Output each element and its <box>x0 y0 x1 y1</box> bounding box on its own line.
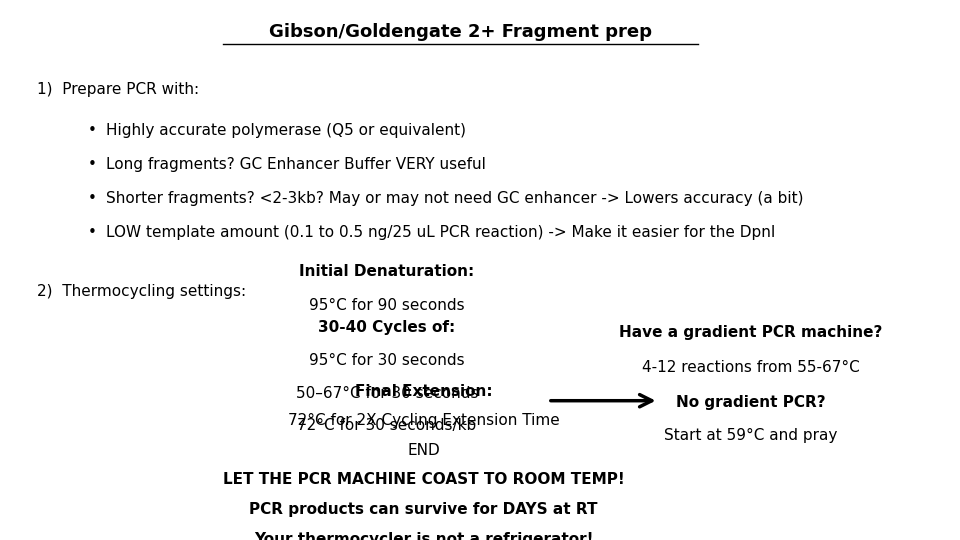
Text: Shorter fragments? <2-3kb? May or may not need GC enhancer -> Lowers accuracy (a: Shorter fragments? <2-3kb? May or may no… <box>106 191 804 206</box>
Text: 2)  Thermocycling settings:: 2) Thermocycling settings: <box>36 284 246 299</box>
Text: 4-12 reactions from 55-67°C: 4-12 reactions from 55-67°C <box>641 360 859 375</box>
Text: Gibson/Goldengate 2+ Fragment prep: Gibson/Goldengate 2+ Fragment prep <box>269 23 652 40</box>
Text: 95°C for 90 seconds: 95°C for 90 seconds <box>309 298 465 313</box>
Text: END: END <box>407 443 440 458</box>
Text: Highly accurate polymerase (Q5 or equivalent): Highly accurate polymerase (Q5 or equiva… <box>106 123 466 138</box>
Text: LOW template amount (0.1 to 0.5 ng/25 uL PCR reaction) -> Make it easier for the: LOW template amount (0.1 to 0.5 ng/25 uL… <box>106 225 776 240</box>
Text: Initial Denaturation:: Initial Denaturation: <box>300 264 474 279</box>
Text: 72°C for 30 seconds/kb: 72°C for 30 seconds/kb <box>298 418 476 434</box>
Text: 1)  Prepare PCR with:: 1) Prepare PCR with: <box>36 82 199 97</box>
Text: •: • <box>87 191 96 206</box>
Text: 30-40 Cycles of:: 30-40 Cycles of: <box>318 320 455 335</box>
Text: •: • <box>87 123 96 138</box>
Text: Start at 59°C and pray: Start at 59°C and pray <box>664 428 837 443</box>
Text: 95°C for 30 seconds: 95°C for 30 seconds <box>309 353 465 368</box>
Text: 50–67°C for 30 seconds: 50–67°C for 30 seconds <box>296 386 478 401</box>
Text: No gradient PCR?: No gradient PCR? <box>676 395 826 410</box>
Text: Long fragments? GC Enhancer Buffer VERY useful: Long fragments? GC Enhancer Buffer VERY … <box>106 157 486 172</box>
Text: Final Extension:: Final Extension: <box>355 384 492 399</box>
Text: Have a gradient PCR machine?: Have a gradient PCR machine? <box>619 325 882 340</box>
Text: 72°C for 2X Cycling Extension Time: 72°C for 2X Cycling Extension Time <box>288 414 560 428</box>
Text: Your thermocycler is not a refrigerator!: Your thermocycler is not a refrigerator! <box>253 531 593 540</box>
Text: •: • <box>87 157 96 172</box>
Text: •: • <box>87 225 96 240</box>
Text: LET THE PCR MACHINE COAST TO ROOM TEMP!: LET THE PCR MACHINE COAST TO ROOM TEMP! <box>223 472 625 488</box>
Text: PCR products can survive for DAYS at RT: PCR products can survive for DAYS at RT <box>250 502 598 517</box>
